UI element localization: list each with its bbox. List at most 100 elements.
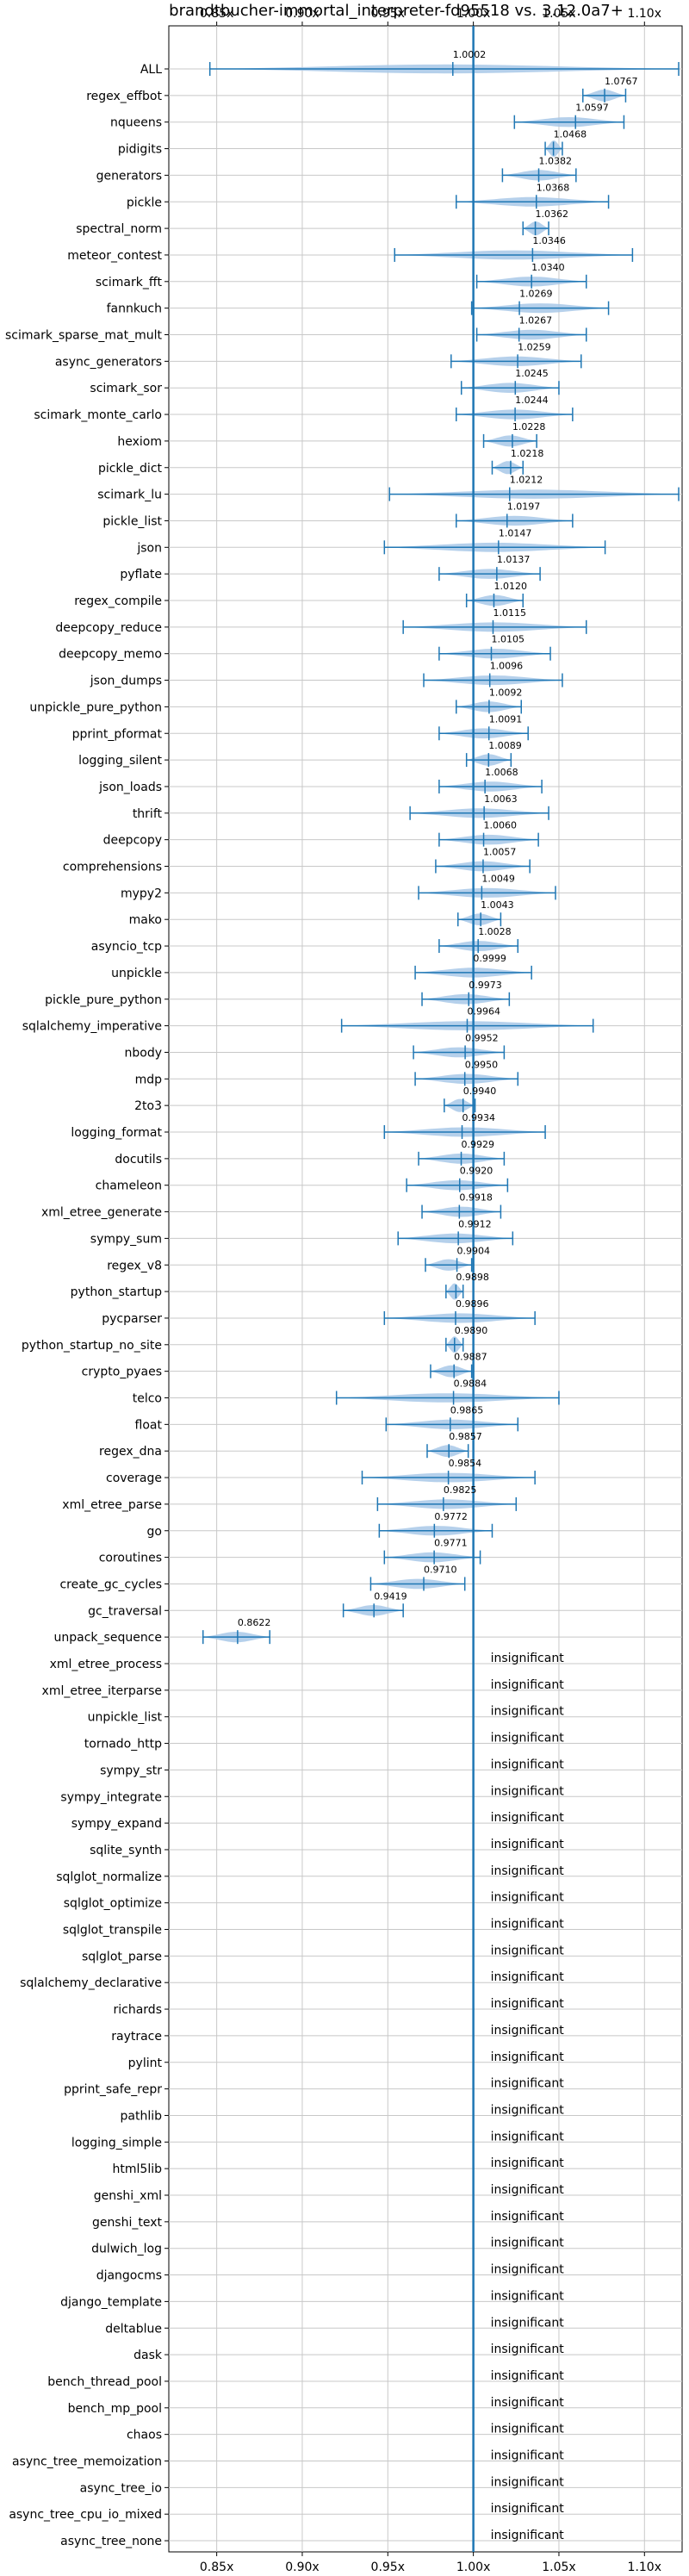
- benchmark-label: pyflate: [120, 568, 162, 582]
- benchmark-label: go: [147, 1525, 162, 1539]
- benchmark-label: deepcopy_memo: [59, 648, 162, 662]
- insignificant-label: insignificant: [491, 2103, 565, 2117]
- value-label: 1.0028: [478, 926, 512, 937]
- value-label: 0.9952: [465, 1032, 499, 1043]
- value-label: 1.0137: [497, 554, 531, 565]
- value-label: 1.0092: [489, 687, 523, 698]
- benchmark-label: coverage: [106, 1472, 162, 1485]
- benchmark-label: logging_simple: [71, 2136, 162, 2150]
- value-label: 1.0468: [554, 129, 587, 140]
- value-label: 1.0767: [605, 76, 638, 87]
- x-tick-label-bottom: 0.85x: [200, 2560, 233, 2574]
- benchmark-label: deepcopy_reduce: [55, 621, 162, 635]
- benchmark-label: pprint_pformat: [72, 727, 163, 741]
- value-label: 1.0197: [507, 501, 541, 512]
- benchmark-label: generators: [96, 169, 162, 183]
- benchmark-label: pickle_pure_python: [45, 993, 162, 1007]
- benchmark-label: sqlalchemy_declarative: [20, 1976, 162, 1990]
- benchmark-label: sqlglot_normalize: [56, 1870, 162, 1884]
- x-tick-label-bottom: 0.90x: [285, 2560, 319, 2574]
- benchmark-label: sympy_str: [100, 1764, 162, 1777]
- value-label: 0.9890: [455, 1325, 488, 1336]
- value-label: 1.0089: [488, 740, 522, 751]
- value-label: 1.0368: [537, 182, 570, 193]
- insignificant-label: insignificant: [491, 1918, 565, 1932]
- benchmark-label: pickle_dict: [98, 462, 163, 476]
- value-label: 1.0043: [481, 899, 514, 911]
- value-label: 1.0212: [510, 475, 543, 486]
- insignificant-label: insignificant: [491, 1652, 565, 1665]
- benchmark-label: unpickle: [111, 967, 162, 980]
- benchmark-label: dulwich_log: [91, 2243, 162, 2256]
- benchmark-label: regex_compile: [74, 594, 162, 608]
- chart-title: brandtbucher-immortal_interpreter-fd9551…: [169, 2, 624, 20]
- benchmark-label: comprehensions: [63, 861, 162, 874]
- value-label: 0.9918: [459, 1192, 493, 1204]
- insignificant-label: insignificant: [491, 2423, 565, 2436]
- benchmark-label: regex_effbot: [86, 90, 162, 103]
- insignificant-label: insignificant: [491, 2316, 565, 2330]
- value-label: 0.8622: [238, 1617, 271, 1628]
- benchmark-label: xml_etree_process: [50, 1658, 162, 1671]
- value-label: 0.9950: [465, 1059, 499, 1070]
- value-label: 0.9884: [454, 1378, 487, 1390]
- value-label: 1.0267: [519, 315, 553, 327]
- benchmark-label: thrift: [133, 807, 163, 821]
- benchmark-label: pickle: [127, 196, 162, 209]
- benchmark-label: chameleon: [96, 1179, 162, 1193]
- value-label: 1.0245: [515, 368, 549, 379]
- value-label: 0.9896: [456, 1298, 489, 1310]
- benchmark-label: scimark_sparse_mat_mult: [5, 329, 162, 343]
- x-tick-label-bottom: 1.10x: [628, 2560, 661, 2574]
- value-label: 1.0002: [453, 49, 487, 60]
- insignificant-label: insignificant: [491, 2050, 565, 2064]
- value-label: 1.0057: [483, 847, 517, 858]
- insignificant-label: insignificant: [491, 2396, 565, 2410]
- insignificant-label: insignificant: [491, 1811, 565, 1825]
- x-tick-label-top: 0.85x: [200, 7, 233, 21]
- benchmark-label: float: [135, 1418, 163, 1432]
- value-label: 0.9934: [462, 1112, 496, 1123]
- insignificant-label: insignificant: [491, 1970, 565, 1984]
- benchmark-label: pidigits: [118, 143, 162, 157]
- benchmark-label: async_tree_cpu_io_mixed: [9, 2508, 162, 2522]
- insignificant-label: insignificant: [491, 2289, 565, 2303]
- benchmark-label: unpickle_list: [88, 1711, 163, 1725]
- insignificant-label: insignificant: [491, 1758, 565, 1771]
- x-tick-label-top: 1.10x: [628, 7, 661, 21]
- benchmark-label: bench_thread_pool: [47, 2375, 162, 2389]
- benchmark-label: unpickle_pure_python: [29, 700, 162, 714]
- insignificant-label: insignificant: [491, 1944, 565, 1957]
- value-label: 1.0382: [539, 155, 573, 166]
- insignificant-label: insignificant: [491, 1864, 565, 1878]
- benchmark-label: coroutines: [99, 1552, 162, 1565]
- benchmark-label: json_loads: [98, 781, 162, 794]
- benchmark-label: sqlglot_parse: [82, 1950, 162, 1963]
- value-label: 0.9857: [449, 1431, 482, 1442]
- benchmark-label: hexiom: [117, 435, 162, 449]
- benchmark-label: dask: [133, 2349, 163, 2362]
- insignificant-label: insignificant: [491, 2343, 565, 2356]
- value-label: 0.9912: [458, 1218, 492, 1229]
- benchmark-label: python_startup: [71, 1285, 162, 1299]
- benchmark-label: ALL: [140, 63, 162, 77]
- benchmark-label: async_tree_io: [80, 2481, 162, 2495]
- benchmark-label: spectral_norm: [76, 222, 162, 236]
- benchmark-label: django_template: [60, 2295, 162, 2309]
- benchmark-label: deepcopy: [103, 834, 162, 848]
- value-label: 0.9854: [449, 1458, 482, 1469]
- value-label: 1.0362: [536, 208, 569, 220]
- benchmark-label: sqlglot_transpile: [63, 1924, 162, 1938]
- benchmark-label: json_dumps: [90, 675, 162, 688]
- benchmark-label: scimark_fft: [96, 276, 163, 289]
- benchmark-label: pprint_safe_repr: [64, 2083, 162, 2097]
- benchmark-label: mako: [129, 913, 162, 927]
- tick-layer: 0.85x 0.85x 0.90x 0.90x 0.95x 0.95x 1.00x 1.00x…: [5, 7, 661, 2574]
- benchmark-label: tornado_http: [84, 1738, 162, 1752]
- benchmark-label: json: [136, 541, 162, 555]
- benchmark-label: pylint: [128, 2056, 163, 2070]
- value-label: 1.0218: [511, 448, 544, 459]
- x-tick-label-top: 1.00x: [456, 7, 490, 21]
- value-label: 1.0115: [493, 607, 526, 619]
- benchmark-label: pickle_list: [102, 514, 162, 528]
